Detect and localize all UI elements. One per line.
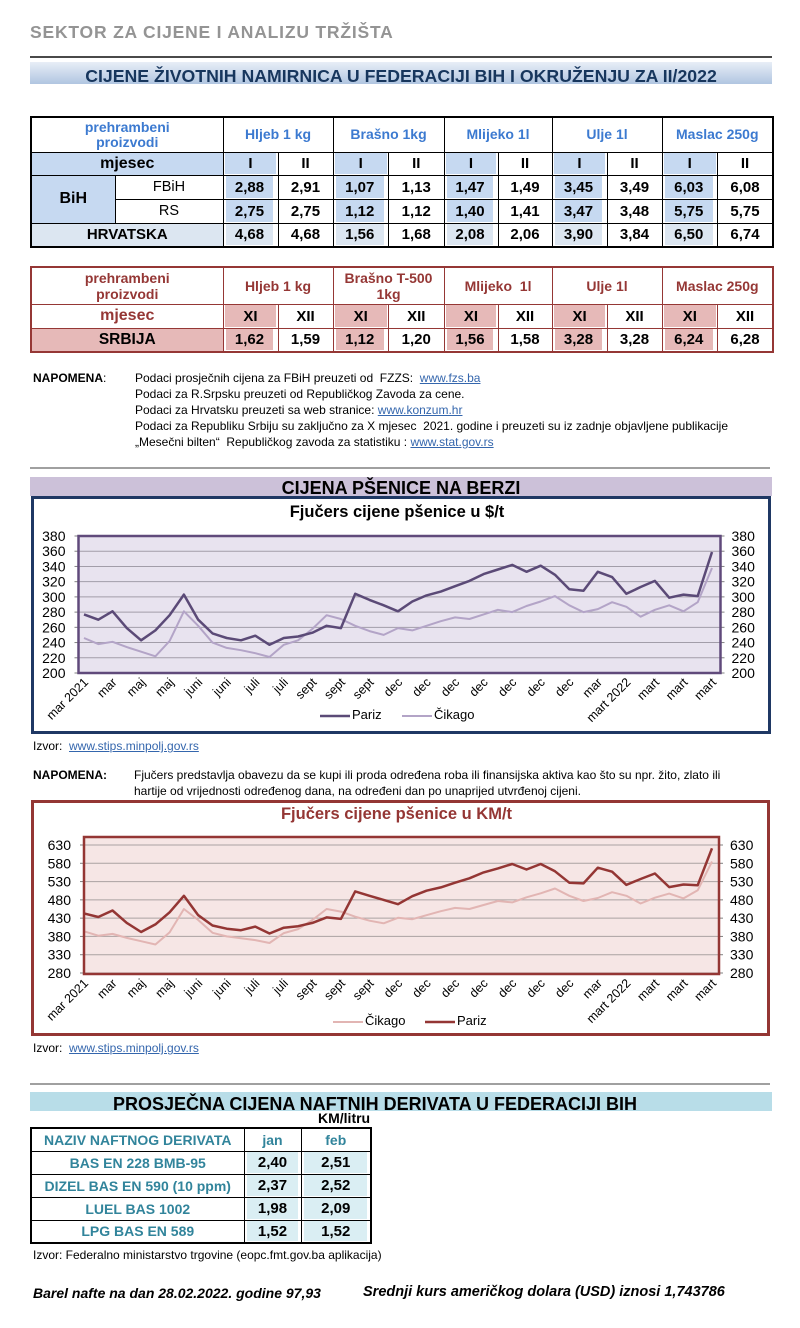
svg-text:mart: mart	[634, 675, 662, 703]
svg-text:630: 630	[48, 837, 72, 853]
svg-text:480: 480	[48, 892, 72, 908]
svg-text:mart: mart	[663, 675, 691, 703]
svg-text:juli: juli	[269, 976, 290, 997]
svg-text:280: 280	[42, 604, 66, 620]
svg-text:mar 2021: mar 2021	[44, 675, 91, 722]
svg-text:dec: dec	[381, 675, 405, 699]
svg-text:480: 480	[730, 892, 754, 908]
svg-text:630: 630	[730, 837, 754, 853]
svg-text:340: 340	[732, 558, 756, 574]
svg-text:360: 360	[42, 543, 66, 559]
svg-text:mart: mart	[692, 976, 720, 1004]
svg-text:530: 530	[48, 874, 72, 890]
svg-text:mar 2021: mar 2021	[44, 976, 91, 1023]
svg-text:juli: juli	[241, 976, 262, 997]
svg-text:580: 580	[48, 855, 72, 871]
svg-text:Pariz: Pariz	[457, 1013, 487, 1028]
svg-text:Čikago: Čikago	[434, 707, 474, 722]
svg-text:dec: dec	[524, 675, 548, 699]
svg-text:dec: dec	[552, 675, 576, 699]
svg-text:200: 200	[42, 665, 66, 681]
svg-text:360: 360	[732, 543, 756, 559]
svg-text:320: 320	[732, 574, 756, 590]
svg-text:580: 580	[730, 855, 754, 871]
svg-text:maj: maj	[153, 675, 177, 699]
svg-text:Fjučers cijene pšenice u $/t: Fjučers cijene pšenice u $/t	[290, 503, 505, 521]
svg-text:dec: dec	[438, 976, 462, 1000]
svg-text:530: 530	[730, 874, 754, 890]
svg-text:280: 280	[48, 965, 72, 981]
svg-text:sept: sept	[293, 976, 320, 1003]
svg-text:260: 260	[42, 619, 66, 635]
svg-text:maj: maj	[124, 976, 148, 1000]
svg-text:320: 320	[42, 574, 66, 590]
svg-text:280: 280	[730, 965, 754, 981]
svg-text:430: 430	[48, 910, 72, 926]
svg-text:mar: mar	[94, 976, 119, 1001]
svg-text:dec: dec	[467, 976, 491, 1000]
svg-text:mart: mart	[692, 675, 720, 703]
svg-text:Pariz: Pariz	[352, 707, 382, 722]
svg-text:300: 300	[42, 589, 66, 605]
svg-text:maj: maj	[124, 675, 148, 699]
svg-text:380: 380	[48, 928, 72, 944]
svg-text:mar: mar	[94, 675, 119, 700]
svg-text:dec: dec	[495, 675, 519, 699]
svg-text:maj: maj	[153, 976, 177, 1000]
svg-text:dec: dec	[552, 976, 576, 1000]
svg-text:380: 380	[730, 928, 754, 944]
svg-text:240: 240	[42, 635, 66, 651]
svg-text:330: 330	[730, 947, 754, 963]
svg-text:juli: juli	[241, 675, 262, 696]
svg-text:200: 200	[732, 665, 756, 681]
svg-text:430: 430	[730, 910, 754, 926]
svg-text:220: 220	[42, 650, 66, 666]
svg-text:sept: sept	[293, 675, 320, 702]
svg-text:dec: dec	[381, 976, 405, 1000]
svg-text:sept: sept	[350, 976, 377, 1003]
svg-text:juni: juni	[181, 976, 205, 1000]
svg-text:dec: dec	[467, 675, 491, 699]
svg-text:380: 380	[42, 528, 66, 544]
svg-text:juni: juni	[209, 675, 233, 699]
svg-text:mart: mart	[634, 976, 662, 1004]
svg-text:260: 260	[732, 619, 756, 635]
svg-text:dec: dec	[438, 675, 462, 699]
svg-text:dec: dec	[495, 976, 519, 1000]
svg-text:dec: dec	[409, 976, 433, 1000]
svg-text:juni: juni	[209, 976, 233, 1000]
svg-text:Fjučers cijene pšenice u KM/t: Fjučers cijene pšenice u KM/t	[281, 805, 513, 823]
svg-text:380: 380	[732, 528, 756, 544]
svg-text:dec: dec	[524, 976, 548, 1000]
svg-text:sept: sept	[321, 976, 348, 1003]
svg-text:juli: juli	[269, 675, 290, 696]
svg-text:sept: sept	[350, 675, 377, 702]
svg-text:juni: juni	[181, 675, 205, 699]
svg-text:sept: sept	[321, 675, 348, 702]
svg-text:220: 220	[732, 650, 756, 666]
svg-text:Čikago: Čikago	[365, 1013, 405, 1028]
svg-text:300: 300	[732, 589, 756, 605]
svg-text:340: 340	[42, 558, 66, 574]
svg-text:240: 240	[732, 635, 756, 651]
svg-text:330: 330	[48, 947, 72, 963]
svg-text:280: 280	[732, 604, 756, 620]
svg-text:dec: dec	[409, 675, 433, 699]
svg-text:mart: mart	[663, 976, 691, 1004]
